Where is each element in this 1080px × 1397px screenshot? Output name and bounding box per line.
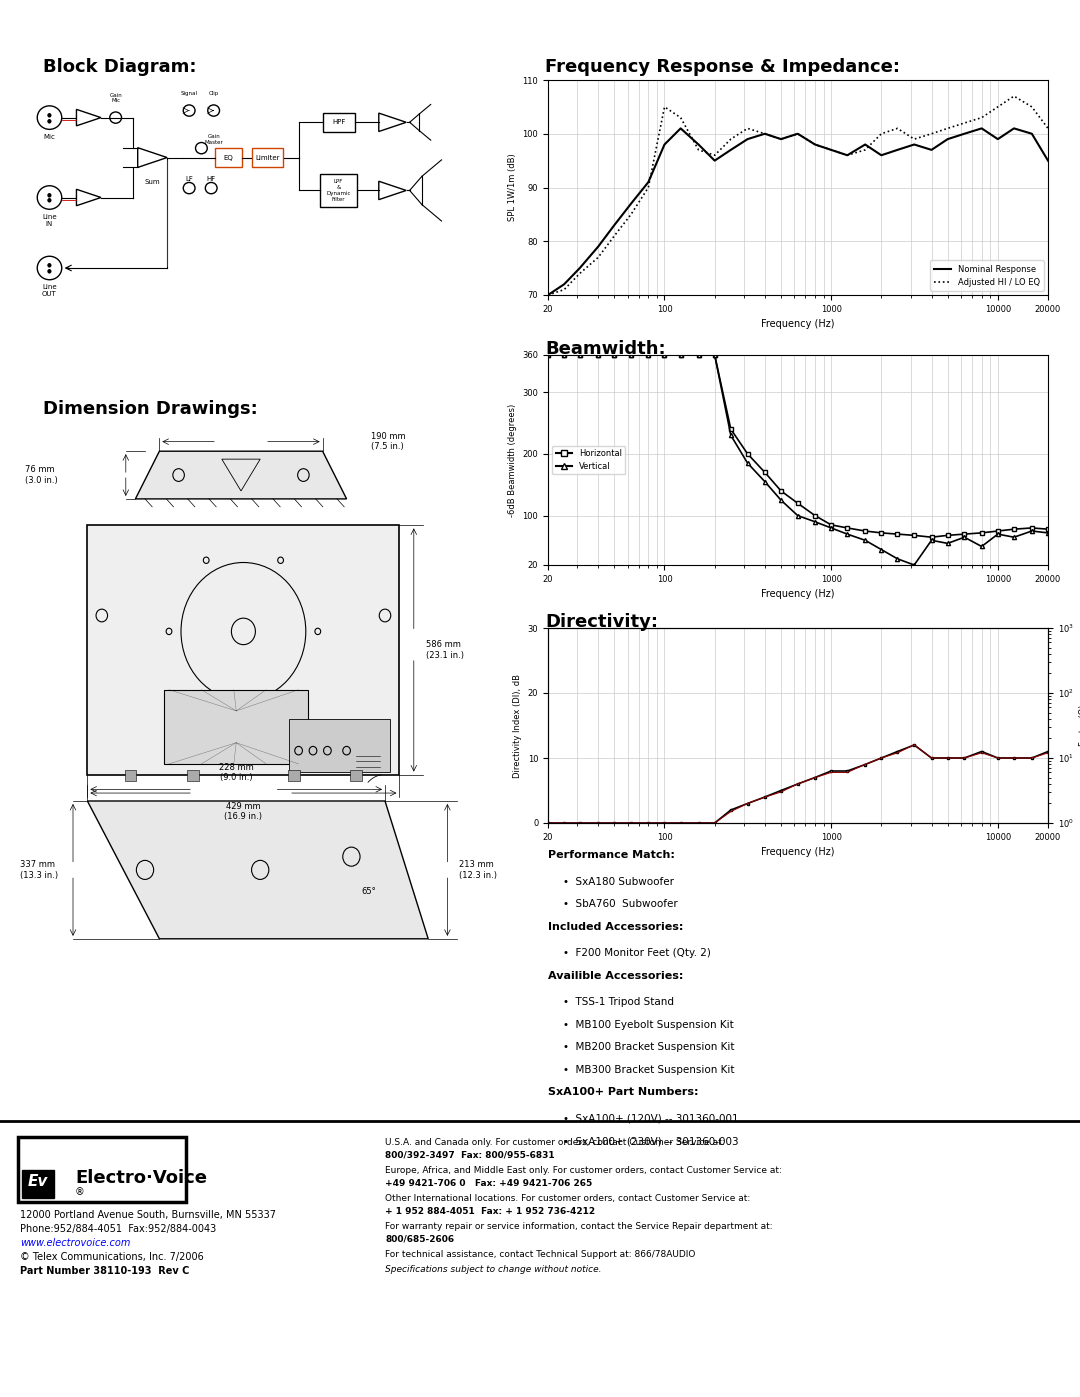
Polygon shape xyxy=(87,800,428,939)
Bar xyxy=(321,175,357,207)
Text: HPF: HPF xyxy=(332,119,346,126)
Y-axis label: Directivity Index (DI), dB: Directivity Index (DI), dB xyxy=(513,673,522,778)
Text: 429 mm
(16.9 in.): 429 mm (16.9 in.) xyxy=(225,802,262,821)
Text: Line
OUT: Line OUT xyxy=(42,285,57,298)
Text: •  MB100 Eyebolt Suspension Kit: • MB100 Eyebolt Suspension Kit xyxy=(563,1020,734,1030)
Bar xyxy=(289,719,390,773)
Y-axis label: -6dB Beamwidth (degrees): -6dB Beamwidth (degrees) xyxy=(508,404,516,517)
Text: © Telex Communications, Inc. 7/2006: © Telex Communications, Inc. 7/2006 xyxy=(21,1252,204,1261)
Text: •  SxA100+ (230V) -- 301360-003: • SxA100+ (230V) -- 301360-003 xyxy=(563,1137,739,1147)
Text: •  SxA100+ (120V) -- 301360-001: • SxA100+ (120V) -- 301360-001 xyxy=(563,1113,739,1125)
Text: LPF
&
Dynamic
Filter: LPF & Dynamic Filter xyxy=(326,179,351,201)
Text: Specifications subject to change without notice.: Specifications subject to change without… xyxy=(384,1266,602,1274)
Text: 65°: 65° xyxy=(361,887,376,895)
Text: Beamwidth:: Beamwidth: xyxy=(545,339,666,358)
Text: ®: ® xyxy=(75,1187,84,1197)
Polygon shape xyxy=(135,451,347,499)
Text: Sum: Sum xyxy=(145,179,160,184)
Bar xyxy=(252,148,283,168)
Text: HF: HF xyxy=(206,176,216,183)
Text: •  SbA760  Subwoofer: • SbA760 Subwoofer xyxy=(563,900,678,909)
Text: •  MB300 Bracket Suspension Kit: • MB300 Bracket Suspension Kit xyxy=(563,1065,734,1074)
Bar xyxy=(350,770,362,781)
Bar xyxy=(87,525,400,774)
Text: www.electrovoice.com: www.electrovoice.com xyxy=(21,1238,131,1248)
Text: +49 9421-706 0   Fax: +49 9421-706 265: +49 9421-706 0 Fax: +49 9421-706 265 xyxy=(384,1179,592,1187)
Text: Phone:952/884-4051  Fax:952/884-0043: Phone:952/884-4051 Fax:952/884-0043 xyxy=(21,1224,216,1234)
X-axis label: Frequency (Hz): Frequency (Hz) xyxy=(761,847,835,858)
Text: Frequency Response & Impedance:: Frequency Response & Impedance: xyxy=(545,59,901,75)
Text: Signal: Signal xyxy=(180,91,198,96)
Text: Limiter: Limiter xyxy=(255,155,280,161)
Text: Gain
Mic: Gain Mic xyxy=(109,92,122,103)
Legend: Nominal Response, Adjusted HI / LO EQ: Nominal Response, Adjusted HI / LO EQ xyxy=(930,260,1044,291)
X-axis label: Frequency (Hz): Frequency (Hz) xyxy=(761,590,835,599)
Text: •  TSS-1 Tripod Stand: • TSS-1 Tripod Stand xyxy=(563,997,674,1007)
Text: ●
●: ● ● xyxy=(48,112,52,123)
Text: 76 mm
(3.0 in.): 76 mm (3.0 in.) xyxy=(25,465,57,485)
Text: Dimension Drawings:: Dimension Drawings: xyxy=(43,400,258,418)
Text: Included Accessories:: Included Accessories: xyxy=(548,922,684,932)
Text: U.S.A. and Canada only. For customer orders, contact Customer Service at:: U.S.A. and Canada only. For customer ord… xyxy=(384,1139,725,1147)
Text: Block Diagram:: Block Diagram: xyxy=(43,59,197,75)
Text: •  F200 Monitor Feet (Qty. 2): • F200 Monitor Feet (Qty. 2) xyxy=(563,949,711,958)
Text: Performance Match:: Performance Match: xyxy=(548,851,675,861)
Text: 12000 Portland Avenue South, Burnsville, MN 55337: 12000 Portland Avenue South, Burnsville,… xyxy=(21,1210,276,1220)
Bar xyxy=(22,1171,54,1199)
Text: Line
IN: Line IN xyxy=(42,214,57,226)
Bar xyxy=(323,113,354,131)
Text: Clip: Clip xyxy=(208,91,219,96)
Bar xyxy=(187,770,199,781)
Bar xyxy=(288,770,299,781)
Text: + 1 952 884-4051  Fax: + 1 952 736-4212: + 1 952 884-4051 Fax: + 1 952 736-4212 xyxy=(384,1207,595,1215)
Y-axis label: SPL 1W/1m (dB): SPL 1W/1m (dB) xyxy=(508,154,517,221)
Text: EQ: EQ xyxy=(224,155,233,161)
Text: Other International locations. For customer orders, contact Customer Service at:: Other International locations. For custo… xyxy=(384,1194,751,1203)
X-axis label: Frequency (Hz): Frequency (Hz) xyxy=(761,320,835,330)
Text: 228 mm
(9.0 in.): 228 mm (9.0 in.) xyxy=(219,763,254,782)
Text: For warranty repair or service information, contact the Service Repair departmen: For warranty repair or service informati… xyxy=(384,1222,772,1231)
Legend: Horizontal, Vertical: Horizontal, Vertical xyxy=(552,446,625,475)
Text: SxA100+ Part Numbers:: SxA100+ Part Numbers: xyxy=(548,1087,699,1098)
Text: •  MB200 Bracket Suspension Kit: • MB200 Bracket Suspension Kit xyxy=(563,1042,734,1052)
Text: Electro·Voice: Electro·Voice xyxy=(75,1169,207,1187)
Bar xyxy=(215,148,242,168)
Text: ●
●: ● ● xyxy=(48,263,52,274)
Text: Directivity:: Directivity: xyxy=(545,613,659,631)
Bar xyxy=(18,1137,186,1201)
Text: Part Number 38110-193  Rev C: Part Number 38110-193 Rev C xyxy=(21,1266,189,1275)
Text: 800/685-2606: 800/685-2606 xyxy=(384,1235,454,1243)
Text: Gain
Master: Gain Master xyxy=(204,134,224,145)
Text: LF: LF xyxy=(185,176,193,183)
Text: Ev: Ev xyxy=(28,1175,49,1189)
Bar xyxy=(125,770,136,781)
Text: 190 mm
(7.5 in.): 190 mm (7.5 in.) xyxy=(370,432,405,451)
Bar xyxy=(164,690,308,764)
Text: ●
●: ● ● xyxy=(48,193,52,203)
Text: 213 mm
(12.3 in.): 213 mm (12.3 in.) xyxy=(459,861,498,880)
Text: 800/392-3497  Fax: 800/955-6831: 800/392-3497 Fax: 800/955-6831 xyxy=(384,1151,555,1160)
Text: •  SxA180 Subwoofer: • SxA180 Subwoofer xyxy=(563,877,674,887)
Text: 586 mm
(23.1 in.): 586 mm (23.1 in.) xyxy=(426,640,463,659)
Text: Availible Accessories:: Availible Accessories: xyxy=(548,971,684,981)
Text: Europe, Africa, and Middle East only. For customer orders, contact Customer Serv: Europe, Africa, and Middle East only. Fo… xyxy=(384,1166,782,1175)
Text: Mic: Mic xyxy=(43,134,55,140)
Text: For technical assistance, contact Technical Support at: 866/78AUDIO: For technical assistance, contact Techni… xyxy=(384,1250,696,1259)
Text: 337 mm
(13.3 in.): 337 mm (13.3 in.) xyxy=(21,861,58,880)
